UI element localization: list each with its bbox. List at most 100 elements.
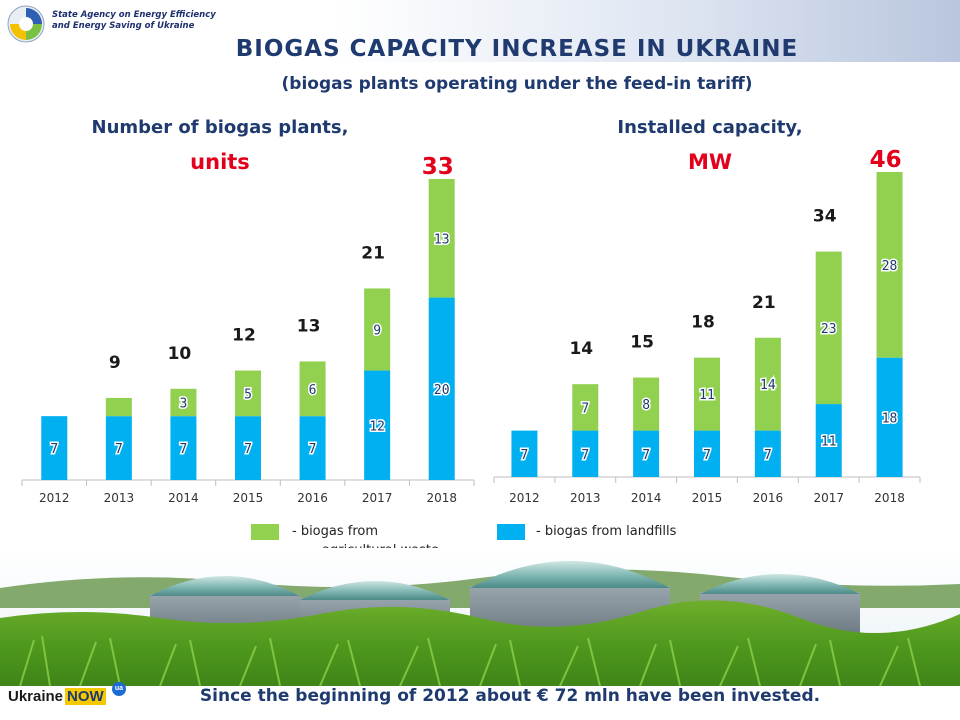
ukraine-now-logo-ua: ua	[112, 682, 126, 696]
total-label: 15	[630, 333, 654, 353]
total-label: 21	[752, 293, 776, 313]
data-label-landfills: 7	[244, 442, 252, 457]
total-label: 34	[813, 207, 837, 227]
ukraine-now-logo: Ukraine NOW ua	[8, 682, 126, 705]
bar-landfills	[572, 430, 599, 477]
total-label: 46	[870, 147, 902, 173]
legend-blue-swatch	[497, 524, 525, 540]
chart-capacity-unit: MW	[687, 150, 733, 174]
bar-landfills	[299, 416, 326, 480]
bar-agricultural	[633, 377, 660, 431]
data-label-agricultural: 13	[434, 232, 450, 247]
footer-investment-text: Since the beginning of 2012 about € 72 m…	[199, 686, 821, 706]
chart-plants-title: Number of biogas plants,	[91, 117, 349, 138]
category-label: 2016	[753, 491, 784, 505]
agency-logo-icon	[7, 5, 45, 43]
chart-capacity: 7 2012 7 7 14 2013 7 8 15 2014 7 11 18 2015 7 14 21 2016 1…	[493, 147, 921, 505]
total-label: 33	[422, 154, 454, 180]
data-label-agricultural: 23	[821, 322, 837, 337]
data-label-landfills: 7	[50, 442, 58, 457]
bar-agricultural	[364, 288, 391, 371]
biogas-plant-photo	[0, 548, 960, 686]
category-label: 2017	[362, 491, 393, 505]
data-label-agricultural: 9	[373, 324, 381, 339]
category-label: 2015	[233, 491, 264, 505]
category-label: 2018	[426, 491, 457, 505]
bar-agricultural	[815, 251, 842, 405]
bar-landfills	[754, 430, 781, 477]
slide-title: BIOGAS CAPACITY INCREASE IN UKRAINE	[235, 36, 799, 62]
data-label-agricultural: 11	[699, 388, 715, 403]
bar-landfills	[41, 416, 68, 480]
slide-subtitle: (biogas plants operating under the feed-…	[281, 74, 753, 94]
data-label-landfills: 7	[309, 442, 317, 457]
bar-landfills	[170, 416, 197, 480]
category-label: 2012	[39, 491, 70, 505]
data-label-landfills: 18	[882, 411, 898, 426]
chart-plants: 7201279201373102014751220157613201612921…	[21, 154, 475, 505]
bar-agricultural	[876, 172, 903, 358]
bar-landfills	[511, 430, 538, 477]
data-label-agricultural: 28	[882, 259, 898, 274]
bar-landfills	[633, 430, 660, 477]
chart-plants-unit: units	[190, 150, 250, 174]
data-label-landfills: 20	[434, 383, 450, 398]
bar-agricultural	[105, 397, 132, 417]
bar-landfills	[364, 370, 391, 480]
data-label-agricultural: 8	[642, 398, 650, 413]
data-label-landfills: 7	[764, 448, 772, 463]
legend-blue-label: - biogas from landfills	[536, 524, 677, 539]
bar-landfills	[105, 416, 132, 480]
bar-landfills	[428, 297, 455, 480]
bar-landfills	[694, 430, 720, 477]
bar-agricultural	[428, 179, 455, 298]
agency-name-line1: State Agency on Energy Efficiency	[52, 10, 216, 20]
bar-landfills	[876, 357, 903, 477]
category-label: 2015	[692, 491, 723, 505]
header-band	[0, 0, 960, 62]
bar-agricultural	[754, 337, 781, 431]
bar-agricultural	[170, 388, 197, 417]
agency-name: State Agency on Energy Efficiency and En…	[52, 10, 216, 32]
total-label: 9	[109, 353, 121, 373]
data-label-landfills: 7	[521, 448, 529, 463]
data-label-landfills: 7	[642, 448, 650, 463]
data-label-landfills: 12	[369, 419, 385, 434]
total-label: 21	[361, 243, 385, 263]
chart-capacity-title: Installed capacity,	[617, 117, 803, 138]
data-label-landfills: 7	[581, 448, 589, 463]
ukraine-now-logo-now: NOW	[65, 688, 106, 705]
data-label-landfills: 7	[703, 448, 711, 463]
category-label: 2018	[874, 491, 905, 505]
data-label-agricultural: 3	[180, 396, 188, 411]
data-label-agricultural: 7	[581, 401, 589, 416]
category-label: 2013	[104, 491, 135, 505]
total-label: 13	[297, 316, 321, 336]
bar-agricultural	[299, 361, 326, 417]
data-label-agricultural: 5	[244, 387, 252, 402]
bar-agricultural	[572, 384, 599, 431]
data-label-agricultural: 14	[760, 378, 776, 393]
category-label: 2014	[168, 491, 199, 505]
bar-agricultural	[235, 370, 261, 417]
category-label: 2014	[631, 491, 662, 505]
data-label-agricultural: 6	[309, 383, 317, 398]
category-label: 2012	[509, 491, 540, 505]
total-label: 10	[168, 344, 192, 364]
legend-green-swatch	[251, 524, 279, 540]
legend-green-label-line1: - biogas from	[292, 524, 379, 539]
bar-landfills	[815, 404, 842, 477]
total-label: 18	[691, 313, 715, 333]
data-label-landfills: 11	[821, 435, 837, 450]
category-label: 2017	[813, 491, 844, 505]
agency-name-line2: and Energy Saving of Ukraine	[52, 21, 195, 31]
category-label: 2016	[297, 491, 328, 505]
data-label-landfills: 7	[180, 442, 188, 457]
category-label: 2013	[570, 491, 601, 505]
data-label-landfills: 7	[115, 442, 123, 457]
bar-landfills	[235, 416, 261, 480]
bar-agricultural	[694, 357, 720, 431]
total-label: 14	[569, 339, 593, 359]
total-label: 12	[232, 326, 256, 346]
ukraine-now-logo-ukraine: Ukraine	[8, 688, 64, 705]
